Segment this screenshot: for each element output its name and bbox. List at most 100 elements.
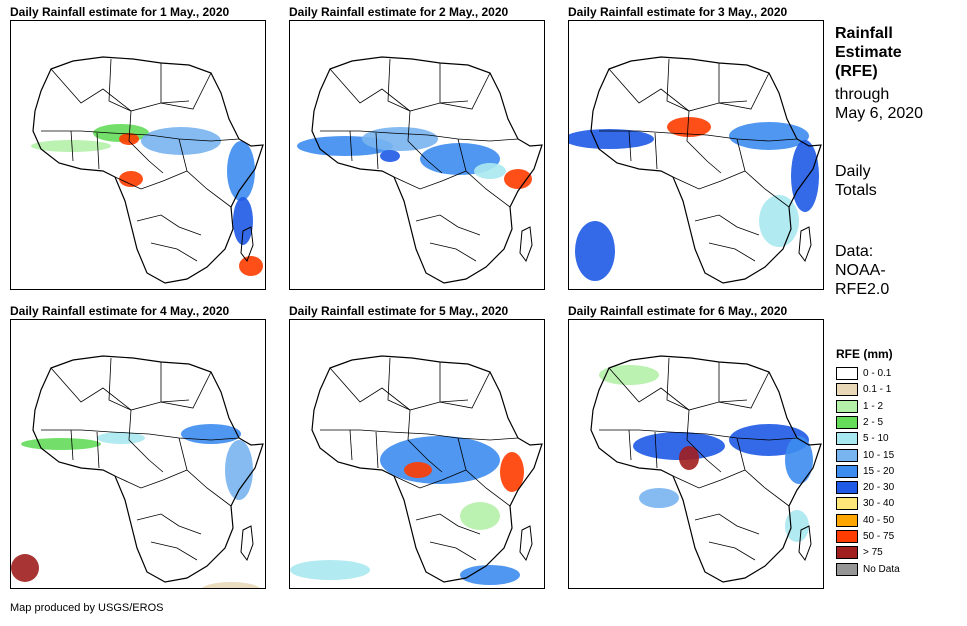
country-border — [150, 541, 198, 561]
country-border — [708, 541, 756, 561]
country-border — [128, 110, 164, 174]
rainfall-area — [227, 141, 255, 201]
rainfall-area — [460, 502, 500, 530]
legend-swatch — [836, 513, 858, 527]
country-border — [349, 429, 353, 461]
madagascar-outline — [240, 525, 254, 562]
country-border — [686, 110, 722, 174]
country-border — [686, 409, 722, 473]
panel-title-1: Daily Rainfall estimate for 1 May., 2020 — [10, 5, 230, 19]
country-border — [108, 357, 132, 411]
country-border — [128, 409, 164, 473]
side-totals-line2: Totals — [835, 182, 877, 199]
country-border — [393, 469, 467, 489]
country-border — [178, 138, 232, 208]
legend-label: 10 - 15 — [863, 449, 895, 461]
country-border — [672, 170, 746, 190]
country-border — [439, 63, 491, 110]
country-border — [50, 68, 190, 112]
africa-coastline — [32, 355, 264, 583]
country-border — [160, 63, 212, 110]
legend-label: 2 - 5 — [863, 416, 884, 428]
country-border — [114, 469, 188, 489]
country-border — [694, 513, 760, 535]
rainfall-area — [290, 560, 370, 580]
country-border — [666, 357, 690, 411]
country-border — [718, 63, 770, 110]
africa-coastline — [311, 56, 543, 284]
africa-coastline — [590, 355, 822, 583]
legend-swatch — [836, 367, 858, 380]
legend-label: No Data — [863, 563, 900, 575]
side-source-line3: RFE2.0 — [835, 281, 890, 298]
legend-label: 50 - 75 — [863, 531, 895, 542]
legend-swatch — [836, 562, 858, 576]
rainfall-area — [97, 432, 145, 444]
country-border — [70, 130, 74, 162]
rainfall-map-5 — [289, 319, 545, 589]
rainfall-area — [791, 140, 819, 212]
legend-swatch — [836, 546, 858, 560]
country-border — [608, 367, 748, 411]
madagascar-outline — [240, 226, 254, 263]
country-border — [608, 68, 748, 112]
rainfall-area — [500, 452, 524, 492]
country-border — [329, 367, 469, 411]
madagascar-outline — [798, 525, 812, 562]
country-border — [393, 170, 467, 190]
country-border — [736, 138, 790, 208]
rainfall-area — [31, 140, 111, 152]
panel-title-4: Daily Rainfall estimate for 4 May., 2020 — [10, 304, 230, 318]
legend-swatch — [836, 448, 858, 462]
country-border — [457, 437, 511, 507]
map-graphic — [297, 56, 543, 284]
legend-label: 20 - 30 — [863, 482, 895, 494]
legend-title: RFE (mm) — [836, 347, 893, 361]
country-border — [320, 429, 519, 441]
rainfall-area — [633, 432, 725, 460]
rainfall-area — [21, 438, 101, 450]
map-graphic — [590, 355, 822, 583]
country-border — [407, 409, 443, 473]
country-border — [694, 214, 760, 236]
rainfall-area — [639, 488, 679, 508]
rainfall-map-4 — [10, 319, 266, 589]
legend-label: 30 - 40 — [863, 498, 895, 510]
legend-swatch — [836, 399, 858, 413]
rainfall-area — [729, 122, 809, 150]
legend-swatch — [836, 497, 858, 511]
legend-label: 0.1 - 1 — [863, 384, 892, 396]
side-totals-line1: Daily — [835, 163, 871, 180]
madagascar-outline — [798, 226, 812, 263]
legend-swatch — [836, 415, 858, 429]
panel-title-6: Daily Rainfall estimate for 6 May., 2020 — [568, 304, 788, 318]
rainfall-area — [141, 127, 221, 155]
map-graphic — [31, 56, 264, 284]
panel-title-3: Daily Rainfall estimate for 3 May., 2020 — [568, 5, 788, 19]
country-border — [439, 362, 491, 409]
country-border — [672, 469, 746, 489]
panel-title-5: Daily Rainfall estimate for 5 May., 2020 — [289, 304, 509, 318]
country-border — [599, 429, 798, 441]
legend-label: 40 - 50 — [863, 514, 895, 526]
africa-coastline — [32, 56, 264, 284]
rainfall-area — [181, 424, 241, 444]
map-graphic — [290, 355, 543, 585]
side-title-line2: Estimate — [835, 44, 902, 61]
country-border — [178, 437, 232, 507]
rainfall-area — [759, 195, 799, 247]
country-border — [160, 362, 212, 409]
map-graphic — [11, 355, 264, 588]
country-border — [718, 362, 770, 409]
legend-swatch — [836, 530, 858, 543]
country-border — [457, 138, 511, 208]
africa-coastline — [590, 56, 822, 284]
country-border — [329, 68, 469, 112]
rainfall-area — [225, 440, 253, 500]
rainfall-area — [679, 446, 699, 470]
rainfall-area — [233, 197, 253, 245]
rainfall-area — [575, 221, 615, 281]
country-border — [429, 541, 477, 561]
rainfall-area — [201, 582, 261, 588]
rainfall-map-1 — [10, 20, 266, 290]
